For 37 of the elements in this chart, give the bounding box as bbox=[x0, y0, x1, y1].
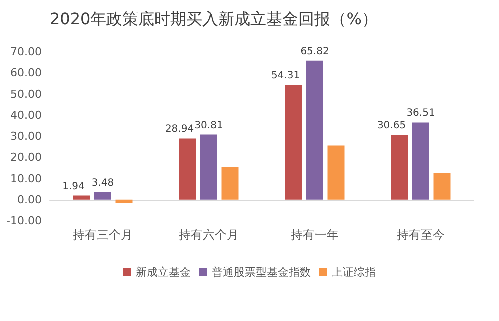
y-tick-label: 50.00 bbox=[10, 88, 42, 101]
legend-label: 上证综指 bbox=[332, 266, 376, 279]
bar bbox=[179, 138, 196, 200]
x-tick-label: 持有六个月 bbox=[179, 228, 239, 242]
bar bbox=[116, 200, 133, 204]
data-label: 65.82 bbox=[300, 46, 330, 58]
data-label: 28.94 bbox=[165, 124, 194, 136]
data-label: 1.94 bbox=[62, 181, 85, 192]
bar bbox=[391, 135, 408, 200]
bar bbox=[412, 122, 430, 200]
bar bbox=[222, 168, 239, 200]
bar bbox=[285, 85, 302, 200]
bar bbox=[200, 134, 218, 200]
bar bbox=[306, 60, 324, 200]
data-label: 30.81 bbox=[194, 120, 224, 132]
bar bbox=[73, 196, 90, 200]
y-tick-label: 0.00 bbox=[18, 193, 42, 206]
y-tick-label: 70.00 bbox=[10, 46, 42, 58]
x-tick-label: 持有至今 bbox=[397, 228, 445, 242]
bar bbox=[434, 173, 451, 200]
y-tick-label: 30.00 bbox=[10, 130, 42, 143]
data-label: 3.48 bbox=[92, 178, 114, 190]
legend-label: 新成立基金 bbox=[136, 266, 191, 279]
y-tick-label: -10.00 bbox=[6, 214, 42, 228]
chart-title: 2020年政策底时期买入新成立基金回报（%） bbox=[50, 10, 378, 28]
legend-label: 普通股票型基金指数 bbox=[212, 266, 311, 279]
bar bbox=[94, 192, 112, 200]
y-tick-label: 60.00 bbox=[10, 66, 42, 80]
y-tick-label: 40.00 bbox=[10, 108, 42, 122]
data-label: 54.31 bbox=[271, 70, 300, 82]
data-label: 36.51 bbox=[406, 108, 436, 120]
y-tick-label: 10.00 bbox=[10, 172, 42, 186]
x-tick-label: 持有一年 bbox=[291, 228, 339, 242]
bar bbox=[328, 146, 345, 200]
x-tick-label: 持有三个月 bbox=[73, 228, 133, 242]
y-tick-label: 20.00 bbox=[10, 151, 42, 164]
data-label: 30.65 bbox=[377, 120, 406, 132]
